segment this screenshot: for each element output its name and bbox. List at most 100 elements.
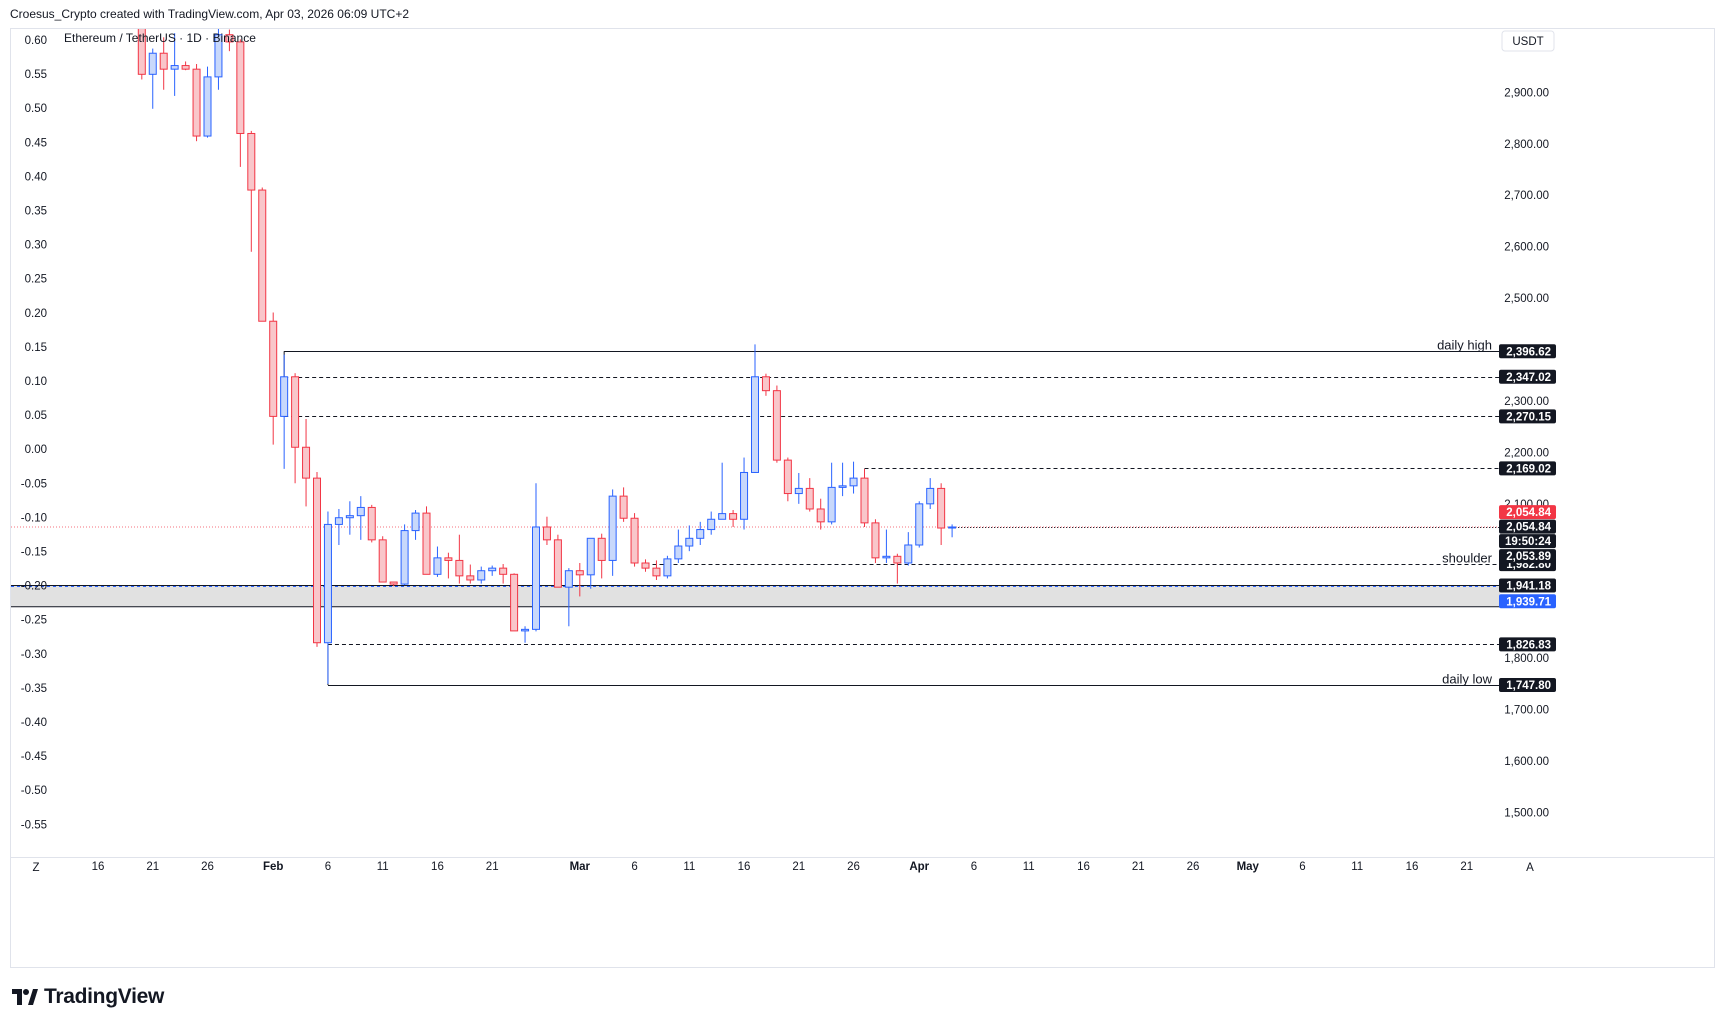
candle-body[interactable] [783, 459, 792, 495]
candle-body[interactable] [630, 517, 639, 564]
candle-body[interactable] [838, 485, 847, 488]
candle-body[interactable] [367, 506, 376, 541]
tradingview-logo-icon [12, 989, 38, 1005]
candle-body[interactable] [247, 132, 256, 191]
candle-body[interactable] [751, 376, 759, 473]
candle-body[interactable] [148, 52, 157, 75]
candle-body[interactable] [411, 512, 420, 532]
candle-body[interactable] [389, 581, 398, 585]
candle-body[interactable] [532, 526, 540, 630]
candle-body[interactable] [564, 570, 573, 588]
right-axis-tick-label: 2,200.00 [1504, 447, 1549, 459]
candle-body[interactable] [794, 487, 803, 495]
timezone-corner-label[interactable]: Z [32, 862, 39, 874]
candle-body[interactable] [663, 558, 672, 577]
candle-body[interactable] [378, 539, 387, 583]
candle-body[interactable] [521, 628, 530, 632]
tradingview-brand[interactable]: TradingView [12, 985, 164, 1009]
symbol-legend[interactable]: Ethereum / TetherUS · 1D · Binance [64, 31, 256, 45]
candle-body[interactable] [915, 503, 924, 546]
left-axis-tick-label: 0.35 [25, 206, 47, 218]
level-price-tag [1499, 678, 1556, 693]
candle-body[interactable] [422, 512, 431, 575]
candle-body[interactable] [674, 545, 683, 560]
left-axis-tick-label: -0.15 [21, 547, 47, 559]
candle-body[interactable] [926, 487, 935, 505]
candle-body[interactable] [214, 34, 223, 78]
candle-body[interactable] [225, 34, 234, 43]
candle-body[interactable] [499, 567, 508, 575]
candle-body[interactable] [652, 567, 661, 577]
candle-body[interactable] [882, 555, 891, 559]
candle-body[interactable] [455, 559, 464, 577]
candle-body[interactable] [685, 537, 694, 547]
x-axis-tick-label: 16 [738, 861, 751, 873]
candle-body[interactable] [696, 529, 705, 539]
candle-body[interactable] [740, 471, 749, 520]
candle-body[interactable] [904, 544, 913, 564]
candle-body[interactable] [400, 530, 409, 585]
currency-label: USDT [1512, 36, 1543, 48]
candle-body[interactable] [641, 562, 650, 569]
candle-body[interactable] [356, 506, 365, 517]
candles [137, 6, 957, 684]
candle-body[interactable] [761, 376, 770, 392]
candle-body[interactable] [893, 555, 902, 564]
x-axis-tick-label: 11 [1023, 861, 1035, 873]
candle-body[interactable] [345, 515, 354, 519]
candle-body[interactable] [313, 477, 321, 644]
currency-button[interactable] [1501, 30, 1555, 52]
candle-body[interactable] [608, 495, 617, 561]
candle-body[interactable] [510, 573, 519, 632]
left-axis-tick-label: -0.20 [21, 581, 47, 593]
candle-body[interactable] [586, 537, 595, 576]
candle-body[interactable] [466, 575, 475, 581]
candle-body[interactable] [170, 65, 179, 70]
candle-body[interactable] [805, 487, 814, 510]
candle-body[interactable] [334, 517, 343, 525]
candle-body[interactable] [280, 376, 289, 417]
level-price-tag-text: 2,347.02 [1506, 372, 1551, 384]
candle-body[interactable] [542, 526, 551, 541]
candle-body[interactable] [718, 513, 727, 520]
candle-body[interactable] [269, 320, 278, 417]
candle-body[interactable] [433, 557, 442, 575]
candle-body[interactable] [948, 526, 957, 529]
right-axis-tick-label: 1,600.00 [1504, 756, 1549, 768]
candle-body[interactable] [597, 537, 606, 561]
candle-body[interactable] [772, 390, 781, 461]
candle-body[interactable] [291, 376, 300, 448]
candle-body[interactable] [181, 65, 190, 70]
right-axis-tick-label: 2,900.00 [1504, 87, 1549, 99]
candle-body[interactable] [258, 189, 267, 322]
left-axis-tick-label: -0.50 [21, 785, 47, 797]
auto-scale-corner-label[interactable]: A [1526, 862, 1534, 874]
price-tag [1499, 578, 1556, 593]
candle-body[interactable] [236, 41, 245, 134]
x-axis-tick-label: 6 [325, 861, 331, 873]
candle-body[interactable] [192, 68, 201, 137]
candle-body[interactable] [137, 6, 146, 75]
candle-body[interactable] [203, 76, 212, 137]
x-axis-tick-label: 6 [1299, 861, 1305, 873]
candle-body[interactable] [553, 539, 562, 588]
candle-body[interactable] [619, 495, 628, 519]
candle-body[interactable] [488, 567, 497, 572]
candle-body[interactable] [575, 570, 584, 576]
candle-body[interactable] [860, 477, 869, 524]
candle-body[interactable] [323, 523, 332, 644]
candle-body[interactable] [937, 487, 946, 529]
candle-body[interactable] [477, 570, 486, 581]
left-axis-tick-label: 0.20 [25, 308, 47, 320]
candle-body[interactable] [827, 486, 836, 523]
candle-body[interactable] [444, 557, 453, 561]
candle-body[interactable] [849, 477, 858, 487]
candle-body[interactable] [871, 522, 880, 559]
candle-body[interactable] [707, 518, 716, 531]
candle-body[interactable] [816, 508, 825, 523]
candle-body[interactable] [729, 513, 738, 520]
right-axis-tick-label: 1,500.00 [1504, 807, 1549, 819]
candle-body[interactable] [302, 446, 311, 479]
candle-body[interactable] [159, 52, 168, 70]
